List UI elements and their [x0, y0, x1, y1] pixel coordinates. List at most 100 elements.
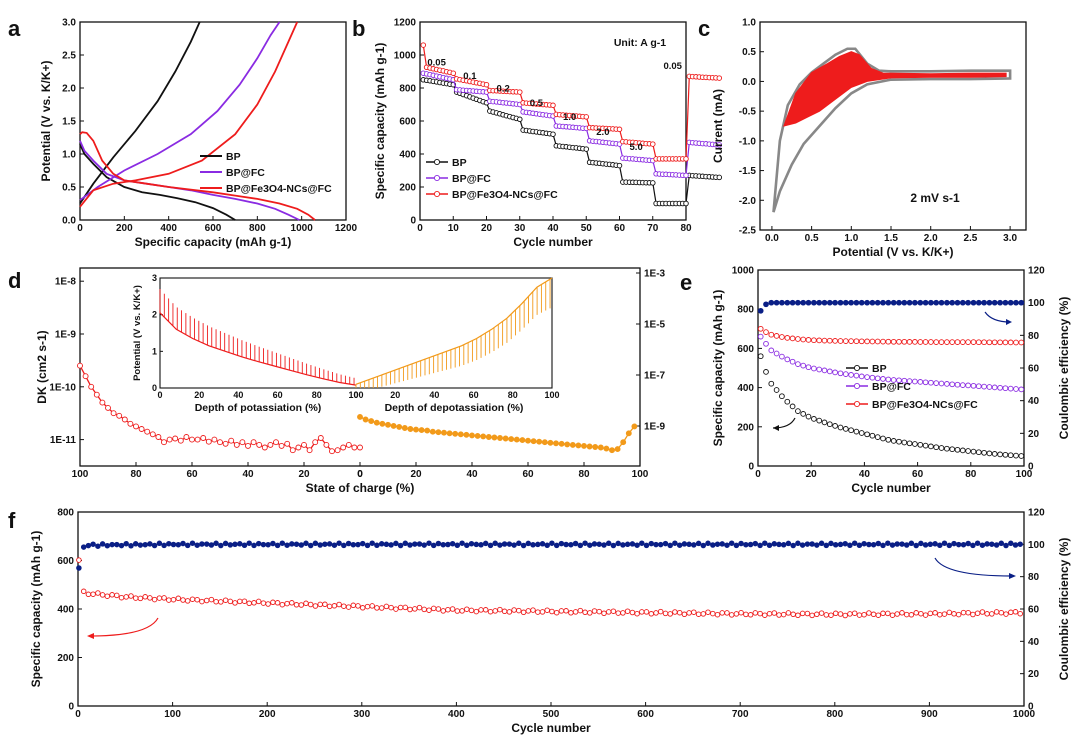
data-point [998, 609, 1005, 616]
data-point [811, 299, 817, 306]
data-point [605, 540, 612, 547]
data-point [273, 439, 279, 446]
data-point [933, 444, 940, 451]
data-point [1017, 541, 1023, 547]
data-point [869, 299, 876, 306]
data-point [747, 612, 754, 618]
data-point [719, 610, 725, 616]
data-point [482, 607, 489, 613]
data-point [270, 540, 276, 547]
data-point [959, 299, 966, 306]
data-point [885, 610, 891, 617]
data-point [454, 542, 461, 549]
data-point [396, 423, 403, 430]
data-point [373, 419, 380, 426]
rate-label: 0.05 [427, 58, 446, 69]
data-point [520, 609, 527, 616]
data-point [463, 431, 470, 438]
data-point [118, 542, 125, 549]
data-point [864, 338, 870, 345]
data-point [1018, 386, 1025, 393]
data-point [189, 540, 196, 546]
y-tick-label-right: 1E-5 [644, 320, 666, 331]
panel-a: a 0 200 400 600 800 1000 1200 0.0 0.5 1.0 1.5 2.0 2.5… [8, 16, 358, 249]
data-point [237, 598, 243, 605]
data-point [814, 611, 820, 618]
data-point [1007, 299, 1014, 306]
data-point [563, 541, 569, 548]
x-tick-label: 60 [522, 469, 534, 480]
data-point [991, 299, 998, 306]
plot-frame [757, 269, 1025, 467]
y-axis-title: Specific capacity (mAh g-1) [711, 290, 725, 447]
data-point [591, 608, 598, 614]
data-point [118, 594, 125, 601]
data-point [949, 339, 956, 345]
data-point [480, 433, 487, 440]
x-tick-label: 100 [1016, 469, 1033, 480]
data-point [172, 435, 179, 442]
x-tick-label: 500 [543, 709, 560, 720]
data-point [691, 542, 697, 548]
data-point [719, 541, 725, 547]
data-point [928, 443, 934, 450]
data-point [743, 611, 749, 618]
y-tick-label: 1.0 [62, 150, 76, 161]
y-tick-label: 1000 [732, 266, 755, 277]
data-point [250, 439, 257, 446]
data-point [848, 299, 854, 306]
data-point [303, 600, 309, 607]
data-point [208, 542, 215, 548]
data-point [241, 542, 248, 549]
data-point [289, 541, 295, 547]
data-point [76, 565, 82, 571]
data-point [683, 200, 689, 207]
data-point [1002, 451, 1009, 458]
data-point [256, 441, 263, 448]
data-point [616, 126, 623, 133]
data-point [932, 610, 938, 616]
data-point [975, 339, 982, 346]
data-point [917, 299, 924, 306]
x-axis-title: Cycle number [851, 481, 931, 495]
data-point [933, 299, 940, 306]
data-point [938, 380, 945, 387]
data-point [789, 358, 796, 365]
data-point [928, 379, 934, 386]
data-point [800, 411, 807, 417]
y-axis-title: Current (mA) [711, 89, 725, 163]
data-point [1012, 609, 1019, 615]
data-point [874, 434, 881, 440]
data-point [1002, 339, 1009, 346]
y-axis-title: Specific capacity (mAh g-1) [373, 43, 387, 200]
data-point [629, 609, 636, 616]
data-point [582, 540, 588, 546]
data-point [959, 447, 966, 454]
data-point [323, 441, 330, 448]
data-point [393, 606, 399, 612]
data-point [984, 611, 990, 617]
data-point [858, 338, 865, 345]
data-point [823, 612, 830, 618]
data-point [144, 428, 151, 435]
data-point [541, 439, 548, 446]
data-point [938, 445, 945, 451]
data-point [137, 542, 144, 548]
data-point [842, 540, 848, 547]
y-tick-label: 1.0 [742, 18, 756, 29]
data-point [728, 612, 735, 618]
data-point [454, 608, 461, 614]
data-point [634, 542, 640, 548]
data-point [605, 609, 612, 615]
inset-x-axis-title: Depth of potassiation (%) [195, 402, 322, 414]
data-point [795, 299, 801, 306]
y-tick-label-right: 120 [1028, 508, 1045, 519]
data-point [894, 541, 900, 547]
data-point [906, 378, 913, 384]
data-point [804, 541, 811, 547]
data-point [388, 542, 394, 548]
legend-marker [853, 364, 861, 372]
y-tick-label-right: 1E-3 [644, 269, 666, 280]
data-point [853, 428, 860, 435]
inset-y-axis-title: Potential (V vs. K/K+) [132, 285, 143, 381]
